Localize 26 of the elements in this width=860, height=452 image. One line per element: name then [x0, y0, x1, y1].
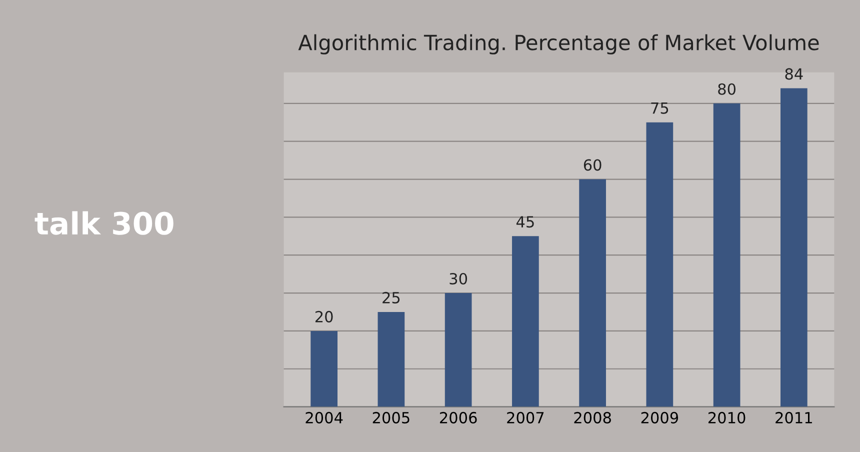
x-tick-label: 2009 — [641, 412, 678, 424]
x-tick-label: 2006 — [440, 412, 477, 424]
chart-title: Algorithmic Trading. Percentage of Market Volume — [298, 34, 819, 54]
data-label: 84 — [785, 68, 803, 80]
x-tick-label: 2004 — [306, 412, 343, 424]
bar — [310, 330, 338, 407]
data-label: 30 — [450, 272, 468, 285]
data-label: 25 — [382, 292, 400, 304]
x-tick-label: 2011 — [776, 412, 812, 424]
x-tick-label: 2007 — [507, 412, 544, 424]
data-label: 80 — [718, 83, 736, 95]
data-label: 20 — [315, 310, 333, 322]
x-tick-label: 2010 — [708, 412, 746, 424]
data-label: 45 — [516, 216, 534, 228]
bar — [713, 103, 740, 407]
bar — [444, 293, 472, 407]
data-label: 75 — [651, 102, 668, 114]
text: talk 300 — [34, 211, 174, 235]
bar — [780, 88, 808, 407]
bar — [378, 312, 405, 407]
data-label: 60 — [584, 159, 602, 171]
bar — [512, 236, 539, 407]
bar — [646, 122, 674, 407]
x-tick-label: 2008 — [574, 412, 611, 424]
bar — [579, 179, 606, 407]
x-tick-label: 2005 — [372, 412, 410, 424]
